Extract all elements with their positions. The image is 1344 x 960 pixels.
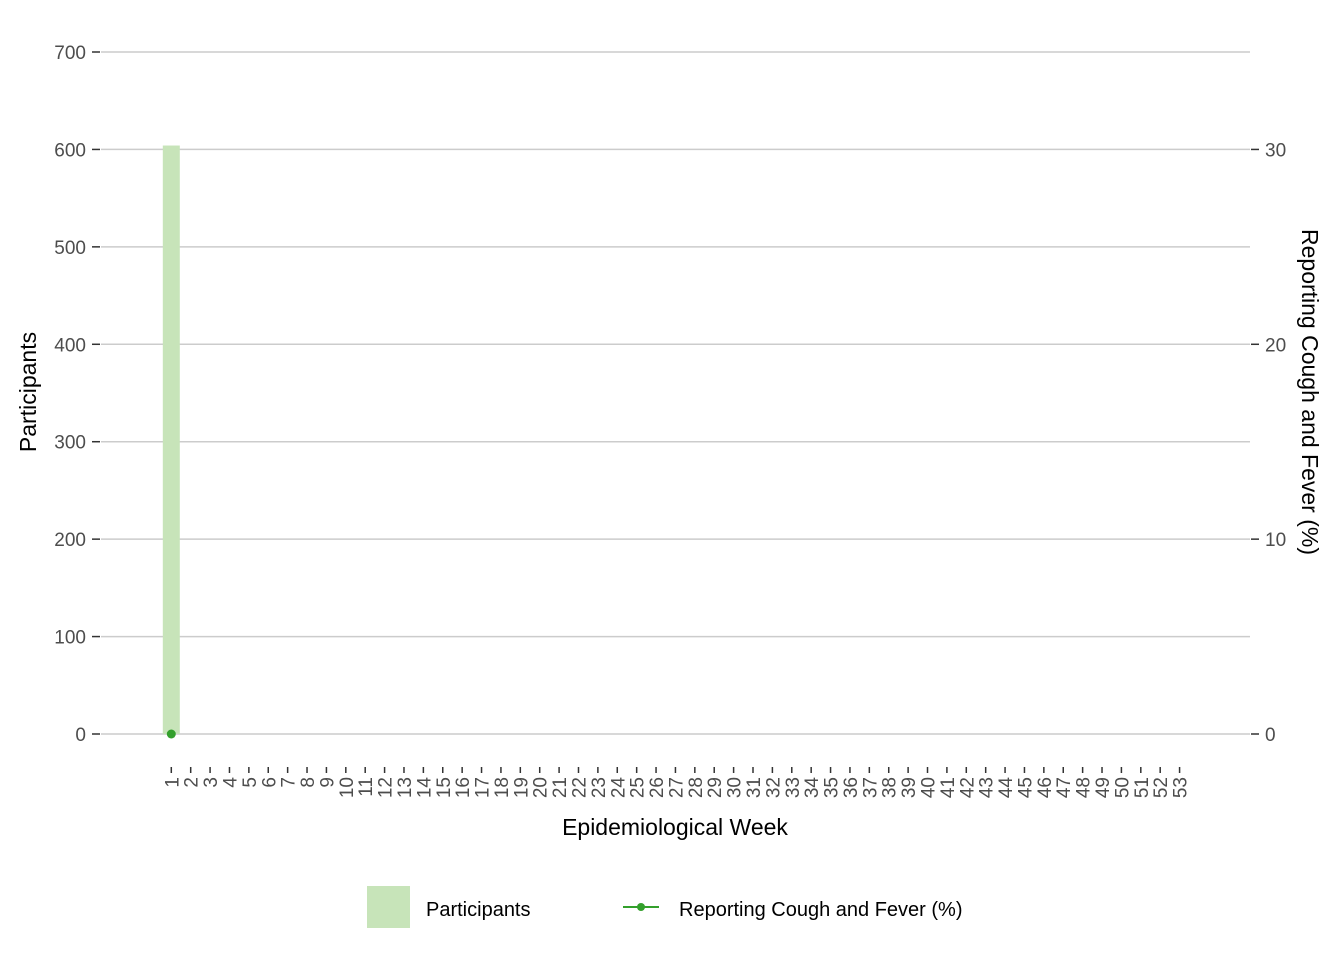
- y-axis-title: Participants: [15, 332, 41, 452]
- right-axis: 0 10 20 30: [1251, 140, 1286, 746]
- bar: [162, 145, 180, 734]
- x-tick-label: 52: [1151, 777, 1172, 798]
- x-tick-label: 34: [802, 777, 823, 799]
- legend-key-participants: [367, 886, 410, 928]
- x-tick-label: 29: [705, 777, 726, 798]
- x-tick-label: 30: [725, 777, 746, 798]
- x-tick-label: 13: [395, 777, 416, 798]
- y2-tick-label: 10: [1265, 530, 1286, 551]
- x-tick-label: 32: [763, 777, 784, 798]
- x-tick-label: 24: [608, 777, 629, 799]
- y2-tick-label: 30: [1265, 140, 1286, 161]
- x-tick-label: 43: [977, 777, 998, 798]
- x-tick-label: 25: [628, 777, 649, 798]
- x-tick-label: 53: [1171, 777, 1192, 798]
- y2-tick-label: 20: [1265, 335, 1286, 356]
- x-tick-label: 22: [569, 777, 590, 798]
- x-tick-label: 51: [1132, 777, 1153, 798]
- x-tick-label: 17: [473, 777, 494, 798]
- y-tick-label: 700: [54, 43, 86, 64]
- y2-axis-title: Reporting Cough and Fever (%): [1297, 229, 1323, 555]
- line-points: [166, 729, 176, 739]
- x-tick-label: 11: [356, 777, 377, 797]
- x-tick-label: 46: [1035, 777, 1056, 798]
- x-tick-label: 20: [531, 777, 552, 798]
- x-tick-label: 23: [589, 777, 610, 798]
- x-tick-label: 4: [220, 777, 241, 788]
- x-tick-label: 41: [938, 777, 959, 798]
- x-tick-label: 8: [298, 777, 319, 788]
- x-tick-label: 5: [240, 777, 261, 788]
- x-tick-label: 1: [162, 777, 183, 788]
- legend-label-participants: Participants: [426, 899, 531, 921]
- y-tick-label: 400: [54, 335, 86, 356]
- grid-lines: [101, 51, 1250, 735]
- x-tick-label: 28: [686, 777, 707, 798]
- x-tick-label: 37: [860, 777, 881, 798]
- x-tick-label: 40: [919, 777, 940, 798]
- x-tick-label: 45: [1015, 777, 1036, 798]
- x-tick-label: 12: [376, 777, 397, 798]
- x-tick-label: 2: [182, 777, 203, 788]
- x-tick-label: 10: [337, 777, 358, 798]
- x-tick-label: 33: [783, 777, 804, 798]
- x-tick-label: 14: [414, 777, 435, 799]
- x-tick-label: 31: [744, 777, 765, 798]
- x-tick-label: 35: [822, 777, 843, 798]
- x-axis: 1234567891011121314151617181920212223242…: [162, 767, 1192, 799]
- y-tick-label: 600: [54, 140, 86, 161]
- x-tick-label: 3: [201, 777, 222, 788]
- x-tick-label: 42: [957, 777, 978, 798]
- x-tick-label: 6: [259, 777, 280, 788]
- x-tick-label: 16: [453, 777, 474, 798]
- x-tick-label: 44: [996, 777, 1017, 799]
- x-tick-label: 48: [1074, 777, 1095, 798]
- x-axis-title: Epidemiological Week: [562, 814, 788, 840]
- y-tick-label: 500: [54, 238, 86, 259]
- x-tick-label: 19: [511, 777, 532, 798]
- legend: Participants Reporting Cough and Fever (…: [367, 886, 962, 928]
- y-tick-label: 100: [54, 628, 86, 649]
- x-tick-label: 36: [841, 777, 862, 798]
- data-point: [166, 729, 176, 739]
- x-tick-label: 18: [492, 777, 513, 798]
- x-tick-label: 38: [880, 777, 901, 798]
- bars: [162, 145, 180, 734]
- y2-tick-label: 0: [1265, 725, 1276, 746]
- x-tick-label: 15: [434, 777, 455, 798]
- legend-label-cough-fever: Reporting Cough and Fever (%): [679, 899, 962, 921]
- y-tick-label: 0: [75, 725, 86, 746]
- x-tick-label: 47: [1054, 777, 1075, 798]
- y-tick-label: 300: [54, 433, 86, 454]
- x-tick-label: 39: [899, 777, 920, 798]
- x-tick-label: 21: [550, 777, 571, 798]
- left-axis: 0 100 200 300 400 500 600 700: [54, 43, 100, 746]
- y-tick-label: 200: [54, 530, 86, 551]
- x-tick-label: 26: [647, 777, 668, 798]
- x-tick-label: 49: [1093, 777, 1114, 798]
- x-tick-label: 7: [279, 777, 300, 788]
- x-tick-label: 50: [1112, 777, 1133, 798]
- legend-key-point: [637, 903, 645, 911]
- x-tick-label: 9: [317, 777, 338, 788]
- x-tick-label: 27: [666, 777, 687, 798]
